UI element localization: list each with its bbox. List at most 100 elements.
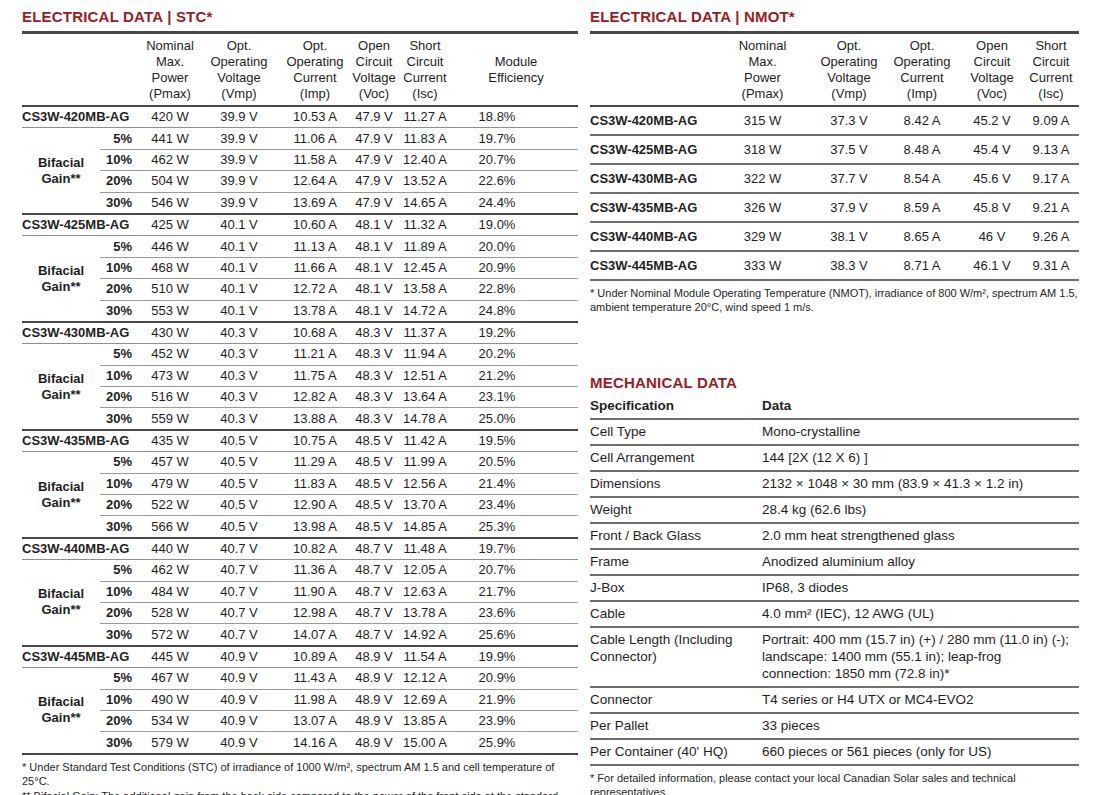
stc-cell: 19.7% <box>454 538 578 560</box>
stc-gain-row: 20%528 W40.7 V12.98 A48.7 V13.78 A23.6% <box>22 602 578 623</box>
stc-cell: 12.64 A <box>278 171 352 192</box>
stc-cell: 48.1 V <box>352 236 396 257</box>
stc-cell: 14.92 A <box>396 624 454 646</box>
stc-cell: 490 W <box>140 689 200 710</box>
mechanical-row: Cell Arrangement144 [2X (12 X 6) ] <box>590 445 1079 471</box>
stc-cell: 40.9 V <box>200 710 278 731</box>
stc-cell: 48.9 V <box>352 646 396 668</box>
mechanical-row: Cell TypeMono-crystalline <box>590 419 1079 445</box>
stc-cell: 516 W <box>140 387 200 408</box>
nmot-header-isc: Short Circuit Current (Isc) <box>1023 36 1079 106</box>
stc-cell: 14.85 A <box>396 516 454 538</box>
stc-cell: 457 W <box>140 452 200 473</box>
bifacial-gain-label: Bifacial Gain** <box>22 236 100 322</box>
stc-cell: 13.07 A <box>278 710 352 731</box>
mechanical-spec-label: Dimensions <box>590 471 762 497</box>
stc-cell: 48.5 V <box>352 452 396 473</box>
stc-cell: 11.66 A <box>278 257 352 278</box>
stc-cell: 15.00 A <box>396 732 454 754</box>
gain-percent: 30% <box>100 732 140 754</box>
mechanical-row: Per Pallet33 pieces <box>590 713 1079 739</box>
stc-cell: 510 W <box>140 279 200 300</box>
stc-cell: 12.45 A <box>396 257 454 278</box>
nmot-cell: 326 W <box>710 193 815 222</box>
stc-cell: 48.5 V <box>352 473 396 494</box>
stc-cell: 21.7% <box>454 581 578 602</box>
stc-cell: 48.3 V <box>352 408 396 430</box>
stc-cell: 479 W <box>140 473 200 494</box>
stc-cell: 48.1 V <box>352 300 396 322</box>
nmot-cell: 9.31 A <box>1023 251 1079 280</box>
mechanical-section: MECHANICAL DATA Specification Data Cell … <box>590 374 1079 795</box>
nmot-section: ELECTRICAL DATA | NMOT* Nominal Max. Pow… <box>590 8 1079 314</box>
stc-cell: 47.9 V <box>352 171 396 192</box>
mechanical-spec-value: 2132 × 1048 × 30 mm (83.9 × 41.3 × 1.2 i… <box>762 471 1079 497</box>
stc-cell: 12.05 A <box>396 560 454 581</box>
stc-cell: 48.7 V <box>352 538 396 560</box>
stc-cell: 40.9 V <box>200 732 278 754</box>
nmot-row: CS3W-435MB-AG326 W37.9 V8.59 A45.8 V9.21… <box>590 193 1079 222</box>
stc-cell: 48.3 V <box>352 344 396 365</box>
stc-cell: 11.98 A <box>278 689 352 710</box>
stc-gain-row: 20%510 W40.1 V12.72 A48.1 V13.58 A22.8% <box>22 279 578 300</box>
stc-cell: 23.6% <box>454 602 578 623</box>
gain-percent: 20% <box>100 495 140 516</box>
nmot-cell: 45.2 V <box>961 106 1023 135</box>
gain-percent: 30% <box>100 624 140 646</box>
nmot-cell: 315 W <box>710 106 815 135</box>
nmot-cell: 9.21 A <box>1023 193 1079 222</box>
stc-cell: 48.9 V <box>352 689 396 710</box>
stc-gain-row: 30%579 W40.9 V14.16 A48.9 V15.00 A25.9% <box>22 732 578 754</box>
nmot-cell: 9.26 A <box>1023 222 1079 251</box>
nmot-model-name: CS3W-445MB-AG <box>590 251 710 280</box>
nmot-cell: 38.1 V <box>815 222 883 251</box>
gain-percent: 10% <box>100 149 140 170</box>
mechanical-header-data: Data <box>762 394 1079 419</box>
nmot-section-title: ELECTRICAL DATA | NMOT* <box>590 8 1079 34</box>
stc-cell: 11.32 A <box>396 214 454 236</box>
stc-cell: 21.9% <box>454 689 578 710</box>
stc-cell: 14.16 A <box>278 732 352 754</box>
stc-gain-row: Bifacial Gain**5%467 W40.9 V11.43 A48.9 … <box>22 668 578 689</box>
gain-percent: 30% <box>100 408 140 430</box>
nmot-model-name: CS3W-435MB-AG <box>590 193 710 222</box>
mechanical-spec-value: 4.0 mm² (IEC), 12 AWG (UL) <box>762 601 1079 627</box>
stc-cell: 48.1 V <box>352 279 396 300</box>
mechanical-table: Specification Data Cell TypeMono-crystal… <box>590 394 1079 766</box>
stc-cell: 48.9 V <box>352 710 396 731</box>
stc-cell: 40.9 V <box>200 668 278 689</box>
gain-percent: 10% <box>100 257 140 278</box>
stc-model-name: CS3W-445MB-AG <box>22 646 140 668</box>
stc-cell: 40.5 V <box>200 430 278 452</box>
nmot-cell: 9.13 A <box>1023 135 1079 164</box>
stc-cell: 18.8% <box>454 106 578 128</box>
stc-cell: 11.48 A <box>396 538 454 560</box>
mechanical-header-spec: Specification <box>590 394 762 419</box>
stc-cell: 12.69 A <box>396 689 454 710</box>
stc-cell: 528 W <box>140 602 200 623</box>
mechanical-header-row: Specification Data <box>590 394 1079 419</box>
nmot-cell: 45.6 V <box>961 164 1023 193</box>
nmot-cell: 8.42 A <box>883 106 961 135</box>
gain-percent: 20% <box>100 602 140 623</box>
stc-group: CS3W-420MB-AG420 W39.9 V10.53 A47.9 V11.… <box>22 106 578 214</box>
nmot-cell: 38.3 V <box>815 251 883 280</box>
nmot-cell: 37.7 V <box>815 164 883 193</box>
mechanical-spec-label: Cable Length (Including Connector) <box>590 627 762 687</box>
bifacial-gain-label: Bifacial Gain** <box>22 668 100 754</box>
stc-cell: 47.9 V <box>352 128 396 149</box>
stc-cell: 40.3 V <box>200 408 278 430</box>
nmot-model-name: CS3W-430MB-AG <box>590 164 710 193</box>
stc-cell: 10.60 A <box>278 214 352 236</box>
stc-cell: 11.36 A <box>278 560 352 581</box>
stc-cell: 40.7 V <box>200 560 278 581</box>
stc-cell: 11.27 A <box>396 106 454 128</box>
nmot-cell: 37.3 V <box>815 106 883 135</box>
stc-cell: 24.4% <box>454 192 578 214</box>
bifacial-gain-label: Bifacial Gain** <box>22 344 100 430</box>
stc-cell: 13.98 A <box>278 516 352 538</box>
stc-cell: 468 W <box>140 257 200 278</box>
stc-footnote-1: * Under Standard Test Conditions (STC) o… <box>22 760 578 788</box>
nmot-cell: 8.48 A <box>883 135 961 164</box>
stc-gain-row: 10%462 W39.9 V11.58 A47.9 V12.40 A20.7% <box>22 149 578 170</box>
